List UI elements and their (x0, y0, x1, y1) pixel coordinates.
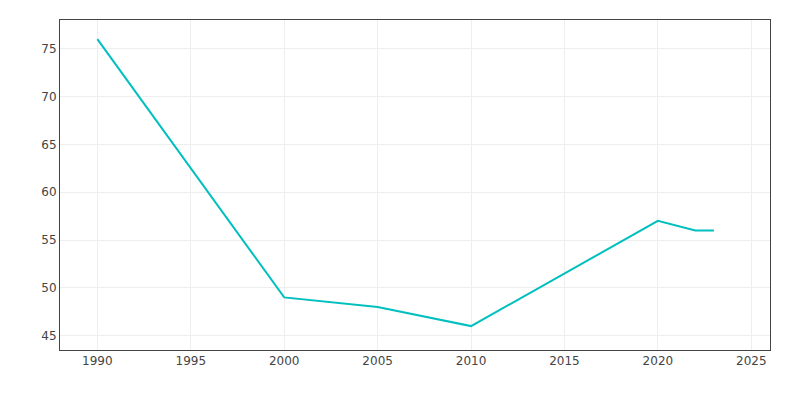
svg-text:2005: 2005 (362, 354, 393, 368)
svg-text:2010: 2010 (456, 354, 487, 368)
svg-text:2025: 2025 (736, 354, 767, 368)
svg-text:60: 60 (41, 185, 56, 199)
svg-text:55: 55 (41, 233, 56, 247)
svg-text:45: 45 (41, 329, 56, 343)
svg-text:1990: 1990 (82, 354, 113, 368)
svg-text:50: 50 (41, 281, 56, 295)
svg-text:75: 75 (41, 42, 56, 56)
svg-text:70: 70 (41, 90, 56, 104)
svg-text:1995: 1995 (176, 354, 207, 368)
svg-text:2000: 2000 (269, 354, 300, 368)
svg-text:65: 65 (41, 138, 56, 152)
svg-text:2020: 2020 (643, 354, 674, 368)
svg-text:2015: 2015 (549, 354, 580, 368)
